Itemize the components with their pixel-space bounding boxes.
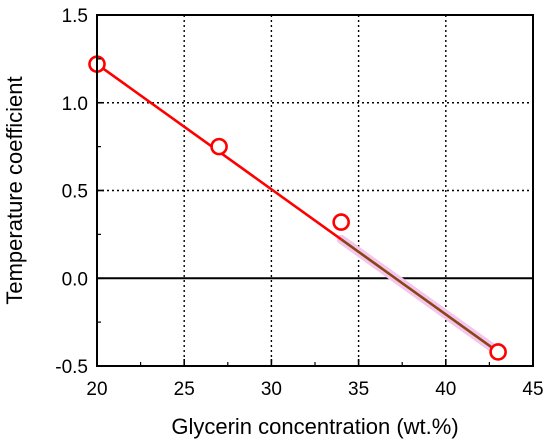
y-tick-labels: -0.5 0.0 0.5 1.0 1.5: [55, 6, 88, 378]
y-axis-title: Temperature coefficient: [2, 76, 27, 304]
y-tick-label: -0.5: [55, 357, 88, 378]
axis-ticks: [96, 14, 534, 367]
x-tick-label: 25: [174, 379, 195, 400]
x-tick-label: 45: [522, 379, 543, 400]
x-axis-title: Glycerin concentration (wt.%): [171, 414, 458, 439]
y-tick-label: 0.0: [62, 269, 88, 290]
x-tick-label: 30: [261, 379, 282, 400]
y-tick-label: 0.5: [62, 182, 88, 203]
grid-lines: [97, 15, 533, 366]
y-tick-label: 1.5: [62, 6, 88, 27]
data-point: [489, 343, 507, 361]
x-tick-label: 40: [435, 379, 456, 400]
data-point: [332, 213, 350, 231]
data-point: [210, 137, 228, 156]
x-tick-label: 35: [348, 379, 369, 400]
fit-line: [96, 63, 503, 357]
x-tick-label: 20: [86, 379, 107, 400]
y-tick-label: 1.0: [62, 94, 88, 115]
fit-line-brown: [340, 238, 499, 354]
x-tick-labels: 20 25 30 35 40 45: [86, 379, 543, 400]
